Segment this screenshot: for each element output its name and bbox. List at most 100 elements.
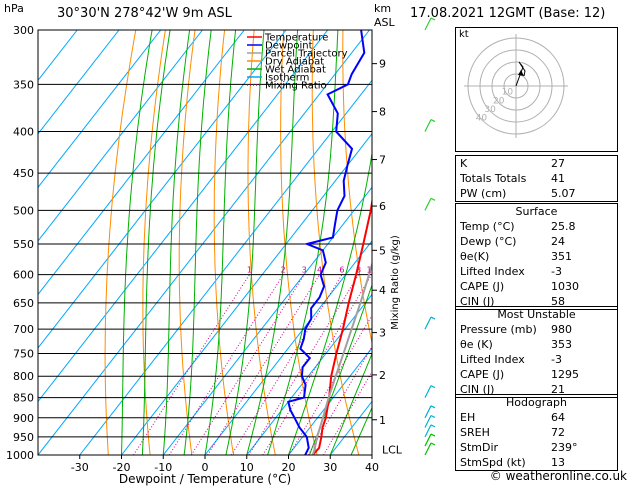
surface-row: Dewp (°C) 24 (456, 234, 617, 249)
indices-top-section: K 27 Totals Totals 41 PW (cm) 5.07 (456, 156, 617, 201)
isotherm-line (38, 30, 370, 455)
legend-entry: Temperature (264, 33, 328, 44)
wind-barb-flag (430, 424, 436, 428)
isotherm-line (38, 30, 287, 349)
legend-entry: Wet Adiabat (265, 65, 326, 76)
mixing-ratio-line (168, 274, 284, 455)
surface-table: Surface Temp (°C) 25.8 Dewp (°C) 24 θe(K) 351… (455, 203, 618, 310)
km-tick-label: 2 (379, 369, 386, 382)
storm-motion-arrow (518, 70, 524, 76)
mixing-ratio-label: 2 (281, 266, 286, 275)
unstable-value: -3 (551, 353, 562, 366)
indices-table: K 27 Totals Totals 41 PW (cm) 5.07 (455, 155, 618, 202)
unstable-title: Most Unstable (497, 308, 576, 321)
pressure-tick-label: 850 (13, 392, 34, 405)
isotherm-line (38, 30, 162, 189)
surface-row: Lifted Index -3 (456, 264, 617, 279)
hodo-row: EH 64 (456, 410, 617, 425)
hodograph-title: Hodograph (506, 396, 567, 409)
mixing-ratio-axis-label: Mixing Ratio (g/kg) (390, 235, 401, 330)
unstable-row: CAPE (J) 1295 (456, 367, 617, 382)
pressure-tick-label: 900 (13, 412, 34, 425)
isotherm-line (204, 240, 372, 455)
unstable-rows: Pressure (mb) 980 θe (K) 353 Lifted Index -3 C… (456, 322, 617, 397)
surface-value: 58 (551, 295, 565, 308)
km-tick-label: 8 (379, 106, 386, 119)
pressure-tick-label: 550 (13, 238, 34, 251)
wind-barb (424, 405, 432, 419)
hodo-label: StmSpd (kt) (460, 456, 526, 469)
lcl-label: LCL (382, 444, 403, 457)
surface-rows: Temp (°C) 25.8 Dewp (°C) 24 θe(K) 351 Lifted I… (456, 219, 617, 309)
series-temperature (311, 196, 372, 455)
km-tick-label: 9 (379, 58, 386, 71)
dry-adiabat (213, 30, 235, 455)
wind-barb (424, 119, 432, 132)
surface-label: Temp (°C) (460, 220, 515, 233)
unstable-label: CIN (J) (460, 383, 495, 396)
pressure-tick-label: 650 (13, 297, 34, 310)
wind-barb (424, 424, 432, 438)
unstable-row: Lifted Index -3 (456, 352, 617, 367)
hpa-label: hPa (4, 2, 24, 15)
unstable-row: Pressure (mb) 980 (456, 322, 617, 337)
index-label: K (460, 157, 468, 170)
x-tick-label: 0 (202, 461, 209, 474)
surface-label: CAPE (J) (460, 280, 505, 293)
hodograph-kt-label: kt (459, 29, 469, 40)
x-axis-label: Dewpoint / Temperature (°C) (119, 472, 291, 486)
legend-entry: Mixing Ratio (265, 81, 327, 92)
wind-barb-flag (430, 119, 436, 123)
mixing-ratio-label: 10 (367, 266, 377, 275)
x-tick-label: -10 (154, 461, 172, 474)
hodo-label: EH (460, 411, 476, 424)
km-tick-label: 5 (379, 244, 386, 257)
plot-area: 1 2 3 4 6 8 10 15 20 25 (38, 30, 443, 455)
mixing-ratio-label: 25 (424, 266, 434, 275)
hodograph-ring-label: 30 (484, 105, 496, 115)
surface-value: 24 (551, 235, 565, 248)
mixing-ratio-label: 8 (356, 266, 361, 275)
credit-text: © weatheronline.co.uk (489, 469, 627, 483)
x-tick-label: 40 (365, 461, 379, 474)
wind-barb (424, 17, 432, 31)
x-tick-label: 20 (282, 461, 296, 474)
asl-label: ASL (374, 16, 395, 29)
unstable-table: Most Unstable Pressure (mb) 980 θe (K) 353 L… (455, 306, 618, 398)
isotherm-line (38, 30, 203, 242)
index-value: 27 (551, 157, 565, 170)
hodo-row: StmDir 239° (456, 440, 617, 455)
surface-row: θe(K) 351 (456, 249, 617, 264)
hodo-label: SREH (460, 426, 490, 439)
surface-value: 25.8 (551, 220, 576, 233)
km-label: km (374, 2, 392, 15)
legend-entry: Isotherm (265, 73, 309, 84)
index-row: Totals Totals 41 (456, 171, 617, 186)
surface-label: CIN (J) (460, 295, 495, 308)
wind-barb-flag (430, 17, 436, 21)
series-dewpoint (287, 30, 366, 455)
pressure-tick-label: 950 (13, 431, 34, 444)
mixing-ratio-label: 4 (317, 266, 322, 275)
index-value: 41 (551, 172, 565, 185)
dry-adiabat (373, 30, 443, 455)
wind-barb (424, 415, 432, 428)
hodo-value: 239° (551, 441, 578, 454)
datetime-title: 17.08.2021 12GMT (Base: 12) (410, 6, 606, 21)
index-label: Totals Totals (460, 172, 527, 185)
pressure-tick-label: 800 (13, 370, 34, 383)
wet-adiabat (162, 30, 191, 455)
wind-barb-flag (430, 405, 436, 409)
index-row: K 27 (456, 156, 617, 171)
legend-entry: Dewpoint (265, 41, 313, 52)
hodo-label: StmDir (460, 441, 499, 454)
hodo-row: SREH 72 (456, 425, 617, 440)
hodograph-ring-label: 20 (493, 96, 505, 106)
unstable-value: 353 (551, 338, 572, 351)
pressure-tick-label: 400 (13, 126, 34, 139)
pressure-tick-label: 500 (13, 204, 34, 217)
isotherm-line (38, 30, 120, 135)
isotherm-line (38, 30, 329, 403)
